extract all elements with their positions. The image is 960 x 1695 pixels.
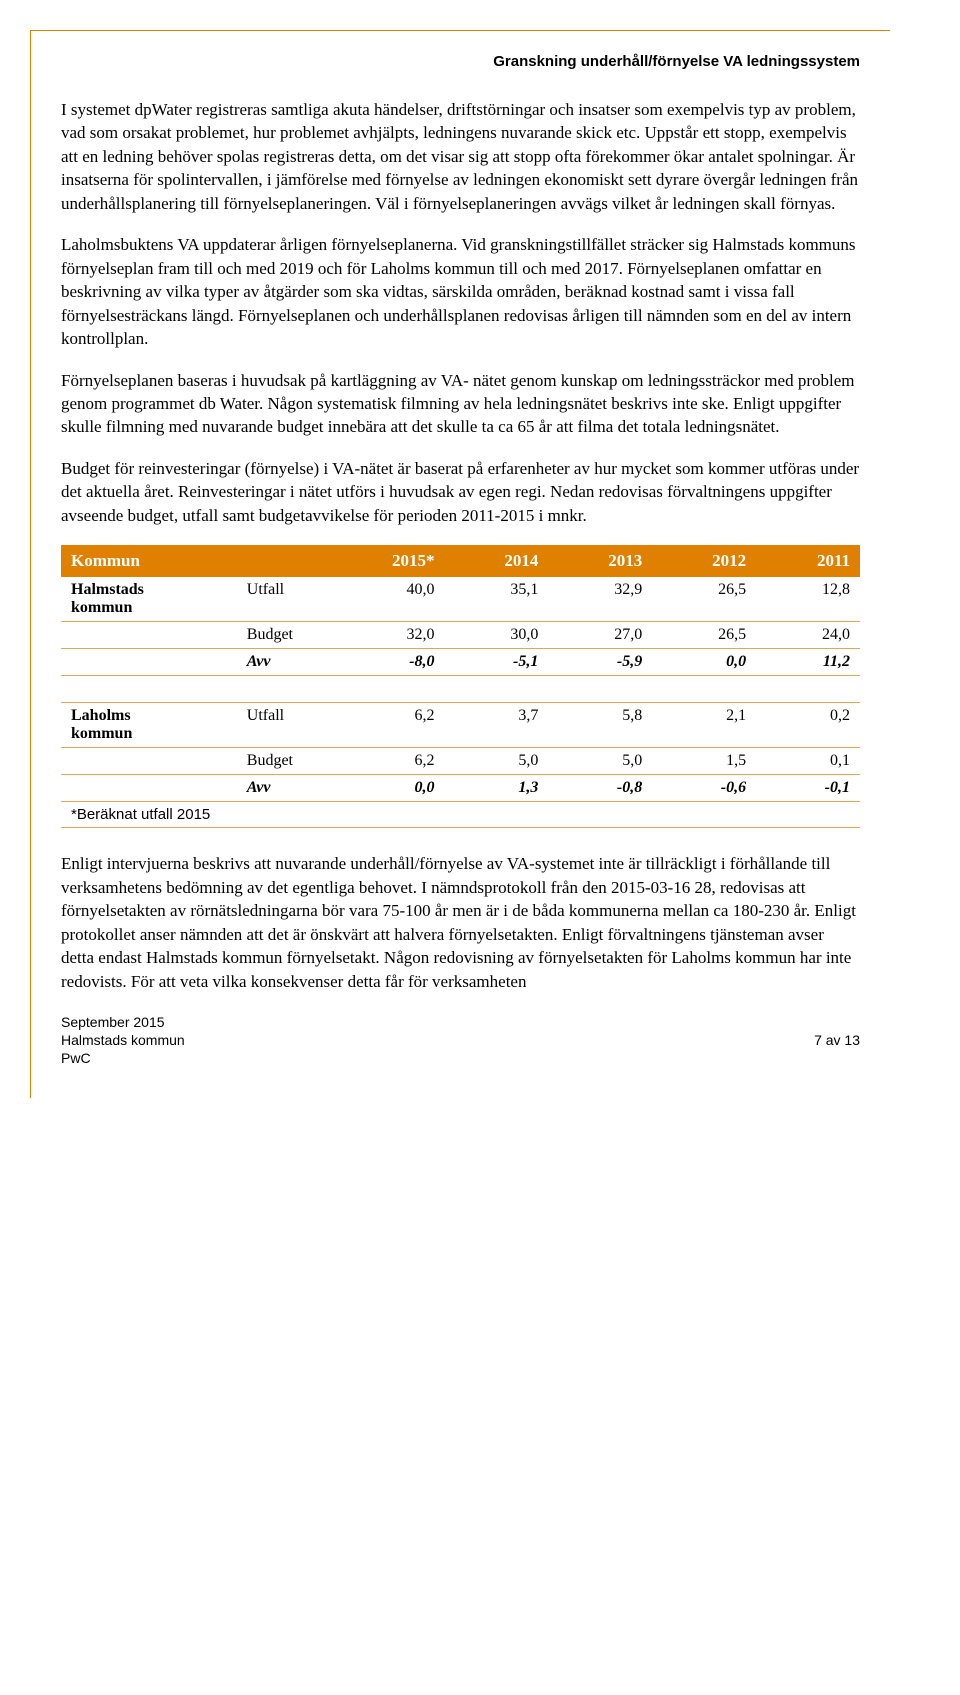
table-cell: -0,8 [548, 775, 652, 802]
table-cell: 35,1 [445, 577, 549, 622]
table-cell: -5,1 [445, 649, 549, 676]
table-cell: 5,0 [548, 748, 652, 775]
row-metric-label: Utfall [237, 703, 341, 748]
col-2013: 2013 [548, 545, 652, 577]
row-kommun-cell [61, 622, 237, 649]
table-cell: 30,0 [445, 622, 549, 649]
table-spacer [61, 676, 860, 703]
budget-table: Kommun 2015* 2014 2013 2012 2011 Halmsta… [61, 545, 860, 828]
table-cell: -5,9 [548, 649, 652, 676]
row-metric-label: Budget [237, 622, 341, 649]
table-footnote: *Beräknat utfall 2015 [61, 802, 860, 828]
page-footer: September 2015 Halmstads kommun 7 av 13 … [61, 1013, 860, 1068]
table-cell: -8,0 [341, 649, 445, 676]
table-cell: 5,0 [445, 748, 549, 775]
page-number: 7 av 13 [814, 1031, 860, 1049]
table-cell: -0,1 [756, 775, 860, 802]
row-metric-label: Avv [237, 649, 341, 676]
table-row: LaholmskommunUtfall6,23,75,82,10,2 [61, 703, 860, 748]
row-metric-label: Avv [237, 775, 341, 802]
table-cell: 0,1 [756, 748, 860, 775]
table-cell: 40,0 [341, 577, 445, 622]
col-2012: 2012 [652, 545, 756, 577]
paragraph-1: I systemet dpWater registreras samtliga … [61, 98, 860, 215]
table-cell: 0,0 [341, 775, 445, 802]
table-cell: 26,5 [652, 622, 756, 649]
table-row: Budget32,030,027,026,524,0 [61, 622, 860, 649]
table-cell: 6,2 [341, 703, 445, 748]
table-cell: 1,3 [445, 775, 549, 802]
table-cell: 0,2 [756, 703, 860, 748]
footnote-cell: *Beräknat utfall 2015 [61, 802, 860, 828]
table-cell: 3,7 [445, 703, 549, 748]
table-cell: 0,0 [652, 649, 756, 676]
row-metric-label: Utfall [237, 577, 341, 622]
paragraph-3: Förnyelseplanen baseras i huvudsak på ka… [61, 369, 860, 439]
table-header-row: Kommun 2015* 2014 2013 2012 2011 [61, 545, 860, 577]
paragraph-4: Budget för reinvesteringar (förnyelse) i… [61, 457, 860, 527]
paragraph-2: Laholmsbuktens VA uppdaterar årligen för… [61, 233, 860, 350]
footer-line-1: September 2015 [61, 1013, 860, 1031]
col-2014: 2014 [445, 545, 549, 577]
table-cell: 32,9 [548, 577, 652, 622]
table-row: Avv0,01,3-0,8-0,6-0,1 [61, 775, 860, 802]
table-cell: 12,8 [756, 577, 860, 622]
footer-line-2: Halmstads kommun [61, 1032, 185, 1048]
table-cell: 27,0 [548, 622, 652, 649]
table-row: HalmstadskommunUtfall40,035,132,926,512,… [61, 577, 860, 622]
table-cell: -0,6 [652, 775, 756, 802]
col-kommun: Kommun [61, 545, 237, 577]
table-row: Budget6,25,05,01,50,1 [61, 748, 860, 775]
row-kommun-cell: Laholmskommun [61, 703, 237, 748]
row-kommun-cell: Halmstadskommun [61, 577, 237, 622]
row-metric-label: Budget [237, 748, 341, 775]
table-cell: 26,5 [652, 577, 756, 622]
col-2015: 2015* [341, 545, 445, 577]
paragraph-5: Enligt intervjuerna beskrivs att nuvaran… [61, 852, 860, 993]
table-row: Avv-8,0-5,1-5,90,011,2 [61, 649, 860, 676]
page-frame: Granskning underhåll/förnyelse VA lednin… [30, 30, 890, 1098]
page-header: Granskning underhåll/förnyelse VA lednin… [61, 53, 860, 70]
table-cell: 32,0 [341, 622, 445, 649]
table-cell: 6,2 [341, 748, 445, 775]
table-cell: 1,5 [652, 748, 756, 775]
row-kommun-cell [61, 649, 237, 676]
table-cell: 5,8 [548, 703, 652, 748]
footer-line-3: PwC [61, 1049, 860, 1067]
row-kommun-cell [61, 748, 237, 775]
table-cell: 24,0 [756, 622, 860, 649]
row-kommun-cell [61, 775, 237, 802]
table-cell: 2,1 [652, 703, 756, 748]
col-blank [237, 545, 341, 577]
table-cell: 11,2 [756, 649, 860, 676]
col-2011: 2011 [756, 545, 860, 577]
